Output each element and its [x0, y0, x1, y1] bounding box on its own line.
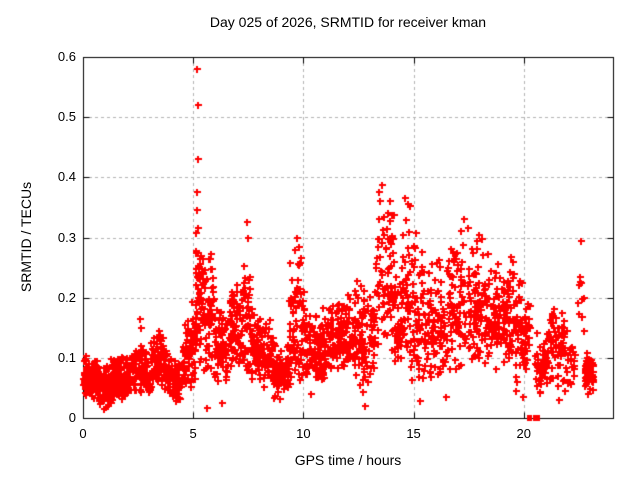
y-tick-label: 0.3: [57, 229, 76, 245]
y-tick-label: 0: [68, 410, 76, 425]
x-axis-label: GPS time / hours: [294, 452, 402, 468]
x-tick-label: 15: [406, 426, 421, 441]
y-tick-label: 0.4: [57, 169, 76, 185]
y-tick-label: 0.6: [57, 49, 76, 64]
x-tick-label: 0: [79, 426, 87, 441]
x-tick-label: 10: [296, 426, 311, 441]
x-tick-label: 20: [516, 426, 531, 441]
x-tick-label: 5: [189, 426, 197, 441]
y-tick-label: 0.1: [57, 349, 76, 365]
y-tick-label: 0.5: [57, 109, 76, 125]
chart-title: Day 025 of 2026, SRMTID for receiver kma…: [209, 14, 487, 30]
y-tick-label: 0.2: [57, 289, 76, 305]
